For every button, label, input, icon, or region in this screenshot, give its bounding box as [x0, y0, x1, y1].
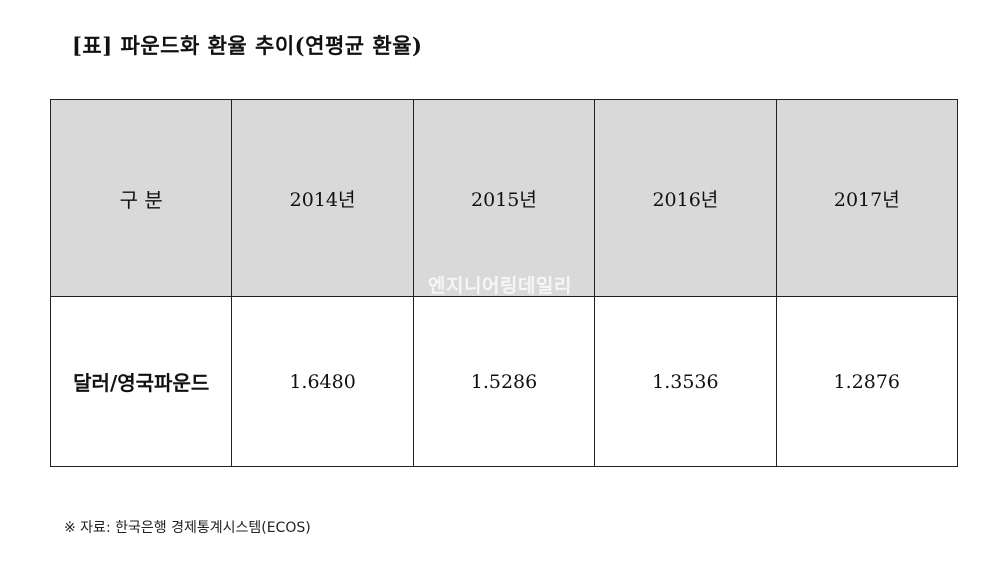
rate-2015: 1.5286	[412, 296, 596, 467]
rate-2016: 1.3536	[594, 296, 777, 467]
table-row: 달러/영국파운드 1.6480 1.5286 1.3536 1.2876	[49, 296, 959, 467]
header-year-2014: 2014년	[231, 99, 414, 297]
header-year-2016: 2016년	[594, 99, 777, 297]
header-category-cell: 구 분	[49, 99, 233, 297]
rate-2017: 1.2876	[775, 296, 959, 467]
header-year-2017: 2017년	[775, 99, 959, 297]
rate-2014: 1.6480	[231, 296, 414, 467]
table-header-row: 구 분 2014년 2015년 2016년 2017년	[49, 99, 959, 297]
source-note: ※ 자료: 한국은행 경제통계시스템(ECOS)	[64, 520, 311, 536]
header-year-2015: 2015년	[412, 99, 596, 297]
row-label-usd-gbp: 달러/영국파운드	[49, 296, 233, 467]
exchange-rate-table: 구 분 2014년 2015년 2016년 2017년 달러/영국파운드 1.6…	[49, 99, 959, 467]
page-title: [표] 파운드화 환율 추이(연평균 환율)	[72, 33, 423, 58]
